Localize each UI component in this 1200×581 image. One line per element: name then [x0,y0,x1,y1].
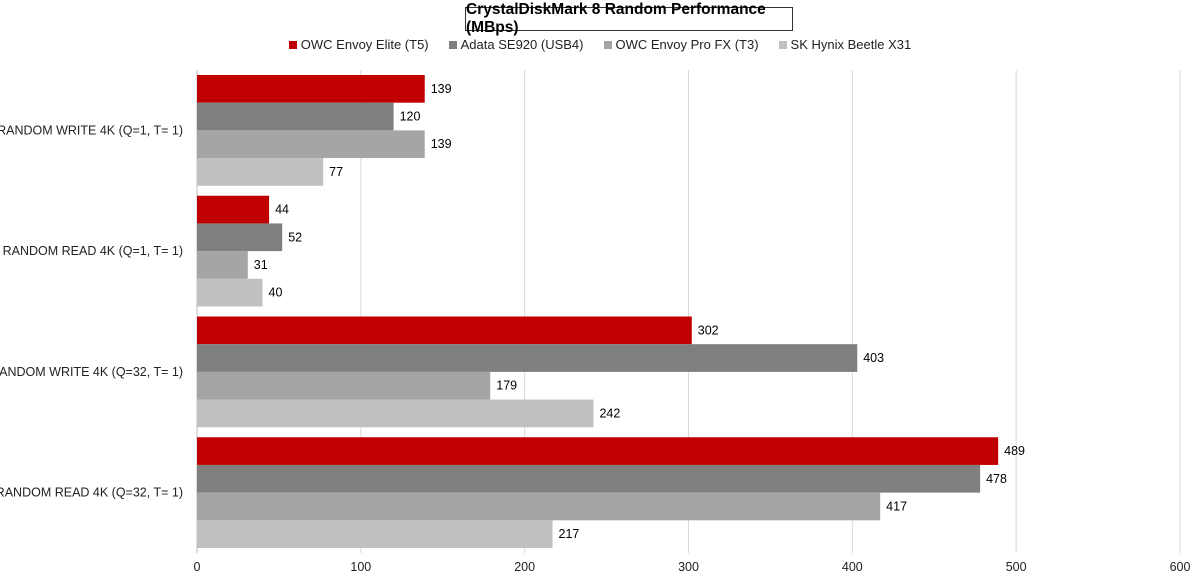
data-label: 242 [599,406,620,420]
bar [197,130,425,159]
category-label: RANDOM READ 4K (Q=32, T= 1) [0,486,183,500]
bar [197,520,553,548]
data-label: 478 [986,472,1007,486]
data-label: 417 [886,499,907,513]
bar [197,278,263,307]
category-label: RANDOM WRITE 4K (Q=1, T= 1) [0,123,183,137]
data-label: 139 [431,137,452,151]
legend-label: OWC Envoy Elite (T5) [300,37,429,52]
x-tick-label: 600 [1170,560,1191,574]
x-tick-label: 0 [194,560,201,574]
bar [197,492,881,521]
data-label: 179 [496,379,517,393]
data-label: 403 [863,351,884,365]
bar [197,223,283,252]
legend: OWC Envoy Elite (T5) Adata SE920 (USB4) OW… [0,37,1200,52]
category-label: RANDOM WRITE 4K (Q=32, T= 1) [0,365,183,379]
data-label: 52 [288,230,302,244]
legend-swatch [778,40,787,49]
x-tick-label: 300 [678,560,699,574]
data-label: 120 [400,110,421,124]
legend-swatch [603,40,612,49]
bar [197,75,425,103]
data-label: 489 [1004,444,1025,458]
legend-swatch [288,40,297,49]
legend-swatch [448,40,457,49]
data-label: 44 [275,203,289,217]
bar [197,316,692,345]
data-label: 77 [329,165,343,179]
bar [197,344,858,372]
data-label: 31 [254,258,268,272]
legend-item: OWC Envoy Pro FX (T3) [603,37,759,52]
legend-label: SK Hynix Beetle X31 [790,37,912,52]
legend-item: Adata SE920 (USB4) [448,37,584,52]
legend-label: OWC Envoy Pro FX (T3) [615,37,759,52]
bar [197,195,270,224]
x-tick-label: 400 [842,560,863,574]
data-label: 217 [559,527,580,541]
data-label: 302 [698,323,719,337]
bar [197,399,594,428]
bar [197,158,324,186]
legend-item: OWC Envoy Elite (T5) [288,37,429,52]
bar [197,102,394,131]
bar [197,251,248,279]
x-tick-label: 200 [514,560,535,574]
data-label: 40 [269,286,283,300]
x-tick-label: 100 [350,560,371,574]
bar [197,464,981,493]
x-tick-label: 500 [1006,560,1027,574]
data-label: 139 [431,82,452,96]
legend-label: Adata SE920 (USB4) [460,37,584,52]
category-label: RANDOM READ 4K (Q=1, T= 1) [3,244,183,258]
bar [197,437,999,465]
legend-item: SK Hynix Beetle X31 [778,37,912,52]
bar [197,371,491,400]
